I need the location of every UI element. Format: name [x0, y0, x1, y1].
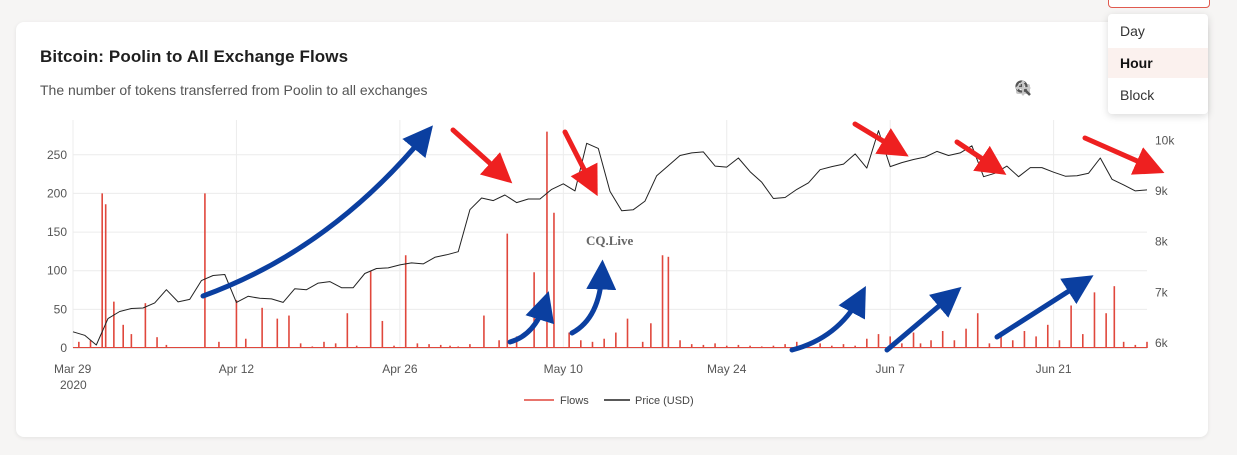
interval-option-day[interactable]: Day — [1120, 23, 1145, 39]
up-arrow — [789, 285, 866, 353]
interval-select[interactable] — [1108, 0, 1210, 8]
annotation-arrows — [200, 121, 1165, 353]
up-arrow — [507, 291, 555, 345]
x-tick-label: Jun 21 — [1036, 362, 1072, 376]
y-left-tick-label: 50 — [54, 302, 68, 316]
chart-legend: Flows Price (USD) — [524, 395, 694, 407]
x-year-label: 2020 — [60, 378, 87, 392]
pan-icon[interactable] — [1015, 79, 1088, 97]
x-tick-label: May 24 — [707, 362, 747, 376]
interval-option-hour[interactable]: Hour — [1108, 48, 1208, 78]
legend-flows-label: Flows — [560, 395, 589, 407]
chart-title: Bitcoin: Poolin to All Exchange Flows — [40, 47, 349, 66]
y-right-tick-label: 9k — [1155, 184, 1169, 198]
up-arrow — [884, 286, 962, 353]
chart-subtitle: The number of tokens transferred from Po… — [40, 82, 428, 98]
chart-card — [16, 22, 1208, 437]
y-right-tick-label: 7k — [1155, 285, 1169, 299]
x-tick-label: May 10 — [544, 362, 584, 376]
x-tick-label: Jun 7 — [875, 362, 905, 376]
y-left-tick-label: 150 — [47, 225, 67, 239]
down-arrow — [450, 127, 513, 184]
y-right-tick-label: 8k — [1155, 235, 1169, 249]
y-left-tick-label: 100 — [47, 264, 67, 278]
y-left-tick-label: 250 — [47, 148, 67, 162]
down-arrow — [852, 121, 909, 157]
y-left-tick-label: 200 — [47, 186, 67, 200]
up-arrow — [200, 125, 433, 299]
interval-dropdown-menu: Day Hour Block — [1108, 14, 1208, 114]
y-right-tick-label: 10k — [1155, 133, 1175, 147]
y-right-tick-label: 6k — [1155, 336, 1169, 350]
x-tick-label: Apr 12 — [219, 362, 255, 376]
down-arrow — [1082, 135, 1165, 175]
up-arrow — [569, 259, 617, 336]
x-tick-label: Apr 26 — [382, 362, 418, 376]
down-arrow — [954, 139, 1007, 175]
chart-axes: 0 50 100 150 200 250 6k 7k 8k 9k 10k Mar 29 Apr 12 Ap… — [47, 133, 1175, 392]
y-left-tick-label: 0 — [60, 341, 67, 355]
chart-modebar — [1014, 79, 1088, 97]
legend-price-label: Price (USD) — [635, 395, 694, 407]
watermark-text: CQ.Live — [586, 233, 634, 248]
up-arrow — [994, 275, 1094, 340]
x-tick-label: Mar 29 — [54, 362, 92, 376]
interval-option-block[interactable]: Block — [1120, 87, 1155, 103]
down-arrow — [562, 129, 598, 197]
